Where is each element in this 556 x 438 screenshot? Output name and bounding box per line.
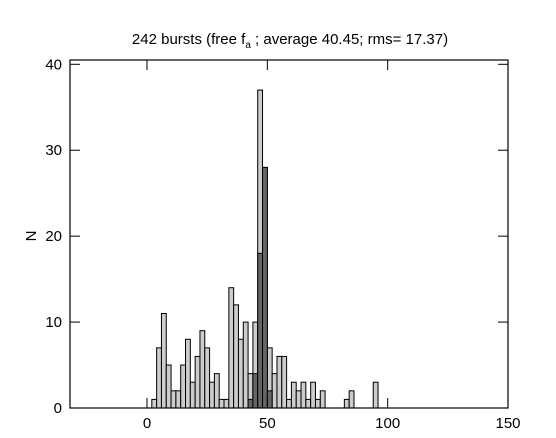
histogram-bar [189, 381, 196, 409]
x-tick-label: 100 [375, 415, 400, 432]
histogram-bar [348, 390, 355, 409]
y-axis-label: N [23, 231, 40, 242]
histogram-bar [310, 381, 316, 409]
histogram-bar [286, 398, 292, 409]
x-tick-label: 50 [259, 415, 276, 432]
histogram-bar [175, 390, 182, 409]
plot-frame [69, 59, 509, 409]
histogram-bar [160, 312, 167, 409]
histogram-bar [271, 373, 278, 409]
histogram-bar [242, 321, 249, 409]
histogram-bar [199, 330, 206, 409]
histogram-bar [300, 381, 307, 409]
histogram-bar [343, 398, 350, 409]
histogram-bar [233, 304, 239, 409]
histogram-bar [252, 373, 259, 409]
histogram-bar [165, 364, 172, 409]
title-subscript: a [245, 40, 251, 51]
histogram-bar [194, 355, 201, 409]
histogram-bar [247, 398, 254, 409]
histogram-bar [223, 398, 230, 409]
histogram-bar [204, 347, 211, 409]
y-tick-label: 40 [45, 56, 62, 73]
chart-title: 242 bursts (free fa ; average 40.45; rms… [132, 31, 448, 51]
histogram-bar [295, 390, 302, 409]
histogram-bar [276, 355, 283, 409]
histogram-bar [305, 398, 312, 409]
histogram-bar [319, 390, 326, 409]
histogram-bar [372, 381, 379, 409]
histogram-bar [281, 355, 288, 409]
x-tick-label: 0 [143, 415, 151, 432]
histogram-bar [257, 252, 264, 409]
histogram-bar [209, 381, 215, 409]
histogram-bar [156, 347, 162, 409]
title-part: 242 bursts (free f [132, 31, 246, 48]
histogram-bar [170, 390, 177, 409]
y-tick-label: 10 [45, 314, 62, 331]
histogram-bar [237, 338, 244, 409]
title-part: ; average 40.45; rms= 17.37) [251, 31, 448, 48]
histogram-bar [314, 398, 321, 409]
histogram-bar [218, 398, 225, 409]
histogram-bar [290, 381, 297, 409]
y-tick-label: 20 [45, 228, 62, 245]
histogram-bar [266, 390, 273, 409]
x-tick-label: 150 [495, 415, 520, 432]
histogram-bar [228, 287, 235, 409]
histogram-bar [185, 338, 191, 409]
histogram-bar [262, 166, 268, 409]
y-tick-label: 0 [54, 400, 62, 417]
histogram-bar [180, 364, 187, 409]
histogram-bar [213, 373, 220, 409]
y-tick-label: 30 [45, 142, 62, 159]
histogram-bar [151, 398, 158, 409]
